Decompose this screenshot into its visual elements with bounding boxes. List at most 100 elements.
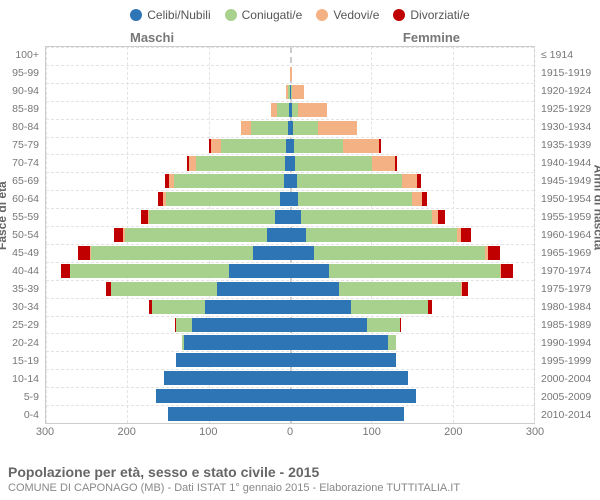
bar-segment [209, 139, 211, 153]
age-label: 55-59 [12, 211, 39, 223]
age-label: 60-64 [12, 193, 39, 205]
bar-segment [111, 282, 217, 296]
bar-segment [301, 210, 431, 224]
bar-segment [422, 192, 427, 206]
legend-item: Vedovi/e [316, 8, 379, 22]
birth-year-label: 1920-1924 [541, 85, 591, 97]
legend-item: Coniugati/e [225, 8, 303, 22]
bar-segment [290, 264, 329, 278]
bar-segment [290, 192, 298, 206]
age-label: 10-14 [12, 373, 39, 385]
age-label: 0-4 [24, 409, 39, 421]
bar-segment [78, 246, 90, 260]
bar-segment [290, 371, 408, 385]
x-tick-label: 100 [199, 426, 217, 438]
bar-segment [402, 174, 417, 188]
bar-row [46, 83, 534, 100]
bar-segment [290, 318, 367, 332]
legend-label: Divorziati/e [410, 8, 469, 22]
x-tick-label: 200 [444, 426, 462, 438]
bar-row [46, 101, 534, 118]
bar-segment [417, 174, 421, 188]
bar-segment [196, 156, 285, 170]
bar-segment [367, 318, 400, 332]
legend: Celibi/NubiliConiugati/eVedovi/eDivorzia… [0, 0, 600, 26]
bar-segment [156, 389, 290, 403]
bar-row [46, 405, 534, 422]
bar-segment [290, 389, 416, 403]
bar-segment [251, 121, 288, 135]
x-gridline [534, 47, 535, 423]
bar-segment [61, 264, 71, 278]
bar-segment [90, 246, 91, 260]
bar-segment [488, 246, 500, 260]
age-label: 35-39 [12, 283, 39, 295]
x-axis: 3002001000100200300 [45, 426, 535, 442]
chart-title: Popolazione per età, sesso e stato civil… [8, 464, 592, 480]
bar-row [46, 333, 534, 350]
birth-year-label: 1945-1949 [541, 175, 591, 187]
bar-segment [141, 210, 148, 224]
x-tick-label: 100 [362, 426, 380, 438]
age-label: 65-69 [12, 175, 39, 187]
bar-row [46, 387, 534, 404]
bar-segment [217, 282, 290, 296]
bar-segment [165, 174, 169, 188]
bar-segment [290, 210, 301, 224]
bar-segment [501, 264, 512, 278]
chart-rows [46, 47, 534, 423]
footer: Popolazione per età, sesso e stato civil… [8, 464, 592, 494]
bar-segment [114, 228, 124, 242]
birth-year-label: 1965-1969 [541, 247, 591, 259]
bar-segment [267, 228, 290, 242]
bar-segment [314, 246, 485, 260]
bar-segment [295, 156, 372, 170]
bar-segment [70, 264, 229, 278]
plot-area [45, 46, 535, 424]
birth-year-label: 1990-1994 [541, 337, 591, 349]
bar-segment [351, 300, 428, 314]
age-label: 20-24 [12, 337, 39, 349]
y-axis-left-labels: 100+95-9990-9485-8980-8475-7970-7465-696… [0, 46, 43, 424]
bar-row [46, 172, 534, 189]
bar-segment [290, 300, 351, 314]
bar-segment [169, 174, 174, 188]
bar-segment [174, 174, 284, 188]
age-label: 80-84 [12, 121, 39, 133]
bar-segment [192, 318, 290, 332]
age-label: 5-9 [24, 391, 39, 403]
bar-segment [290, 228, 306, 242]
age-label: 70-74 [12, 157, 39, 169]
bar-segment [184, 335, 290, 349]
bar-row [46, 154, 534, 171]
birth-year-label: 1995-1999 [541, 355, 591, 367]
bar-segment [106, 282, 111, 296]
bar-segment [290, 246, 314, 260]
bar-segment [271, 103, 278, 117]
bar-segment [294, 139, 343, 153]
pyramid-chart [45, 46, 535, 424]
x-tick-label: 300 [526, 426, 544, 438]
legend-swatch [393, 9, 405, 21]
birth-year-label: 1970-1974 [541, 265, 591, 277]
birth-year-label: 1985-1989 [541, 319, 591, 331]
bar-segment [438, 210, 445, 224]
x-tick-label: 300 [36, 426, 54, 438]
bar-segment [176, 318, 192, 332]
birth-year-label: 1935-1939 [541, 139, 591, 151]
bar-row [46, 369, 534, 386]
bar-segment [175, 318, 176, 332]
bar-segment [298, 103, 326, 117]
bar-segment [286, 85, 288, 99]
header-female: Femmine [403, 30, 460, 45]
bar-segment [253, 246, 290, 260]
bar-segment [372, 156, 395, 170]
bar-segment [292, 85, 303, 99]
bar-segment [298, 192, 412, 206]
bar-row [46, 244, 534, 261]
age-label: 75-79 [12, 139, 39, 151]
bar-segment [379, 139, 381, 153]
bar-segment [280, 192, 290, 206]
bar-segment [461, 228, 471, 242]
birth-year-label: 1940-1944 [541, 157, 591, 169]
